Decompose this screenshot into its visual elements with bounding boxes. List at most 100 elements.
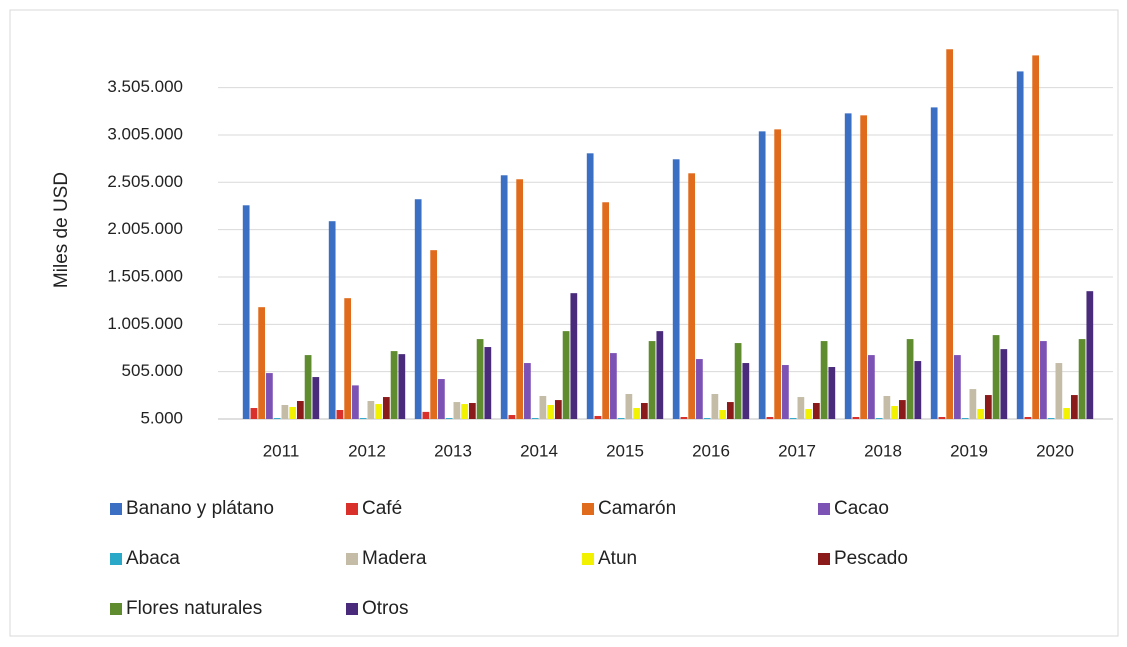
- x-tick-label: 2020: [1036, 441, 1074, 460]
- bar: [797, 397, 805, 419]
- bar: [328, 221, 336, 419]
- bar: [617, 418, 625, 419]
- legend-swatch: [346, 603, 358, 615]
- bar: [359, 418, 367, 419]
- legend-label: Pescado: [834, 548, 908, 569]
- bar: [1024, 417, 1032, 419]
- bar: [438, 379, 445, 419]
- bar: [375, 404, 382, 419]
- bar: [648, 341, 656, 419]
- bar: [969, 389, 977, 419]
- bar: [1063, 408, 1070, 419]
- legend-label: Flores naturales: [126, 598, 262, 619]
- legend-swatch: [110, 553, 122, 565]
- bar: [610, 353, 617, 419]
- bar: [820, 341, 828, 419]
- bar: [304, 355, 312, 419]
- x-tick-label: 2017: [778, 441, 816, 460]
- x-tick-label: 2012: [348, 441, 386, 460]
- bar: [805, 409, 812, 419]
- bar: [672, 159, 680, 420]
- bar: [625, 394, 633, 419]
- bar: [1070, 395, 1078, 419]
- bar: [875, 418, 883, 419]
- bar: [977, 409, 984, 419]
- bar: [422, 411, 430, 419]
- bar: [1086, 291, 1094, 419]
- bar: [430, 250, 438, 419]
- bar: [852, 417, 860, 419]
- bar: [680, 417, 688, 419]
- y-axis-label: Miles de USD: [51, 172, 72, 288]
- bar: [508, 415, 516, 419]
- y-tick-label: 5.000: [140, 408, 183, 427]
- bar: [554, 400, 562, 419]
- legend-label: Café: [362, 498, 402, 519]
- bar: [602, 202, 610, 419]
- bar: [1055, 363, 1063, 419]
- bar: [782, 365, 789, 419]
- bar: [954, 355, 961, 419]
- bar: [500, 175, 508, 419]
- bar: [352, 385, 359, 419]
- bar: [524, 363, 531, 419]
- bar: [914, 361, 922, 419]
- bar: [906, 339, 914, 419]
- legend-swatch: [582, 553, 594, 565]
- bar: [1016, 71, 1024, 419]
- bar: [390, 351, 398, 419]
- y-tick-label: 3.505.000: [107, 77, 183, 96]
- bar: [594, 415, 602, 419]
- bar: [258, 307, 266, 419]
- bar: [1000, 349, 1008, 419]
- bar: [656, 331, 664, 419]
- bar: [883, 395, 891, 419]
- bar: [711, 394, 719, 419]
- y-tick-label: 505.000: [122, 361, 183, 380]
- bar: [696, 359, 703, 419]
- bar: [266, 373, 273, 419]
- bar: [719, 410, 726, 419]
- legend-swatch: [110, 603, 122, 615]
- y-tick-label: 2.505.000: [107, 172, 183, 191]
- bar: [640, 402, 648, 419]
- bar: [984, 395, 992, 419]
- bar: [476, 339, 484, 419]
- bar: [516, 179, 524, 419]
- legend-label: Banano y plátano: [126, 498, 274, 519]
- bar: [461, 404, 468, 419]
- bar: [547, 404, 554, 419]
- legend-swatch: [818, 553, 830, 565]
- bar: [938, 417, 946, 419]
- y-tick-label: 3.005.000: [107, 124, 183, 143]
- bar: [828, 367, 836, 419]
- bar: [468, 402, 476, 419]
- bar: [586, 153, 594, 419]
- bar: [453, 402, 461, 419]
- bar: [562, 331, 570, 419]
- bar: [484, 347, 492, 419]
- bar: [633, 408, 640, 419]
- bar: [758, 131, 766, 420]
- bar: [1078, 339, 1086, 419]
- bar: [414, 199, 422, 419]
- bar: [312, 377, 320, 419]
- bar: [812, 402, 820, 419]
- bar: [742, 363, 750, 419]
- legend-label: Camarón: [598, 498, 676, 519]
- x-tick-label: 2019: [950, 441, 988, 460]
- bar: [930, 107, 938, 419]
- bar: [1047, 418, 1055, 419]
- x-tick-label: 2014: [520, 441, 558, 460]
- bar: [382, 397, 390, 419]
- bar: [336, 410, 344, 419]
- bar: [868, 355, 875, 419]
- bar: [860, 115, 868, 419]
- bar: [344, 298, 352, 419]
- bar: [891, 406, 898, 419]
- legend-swatch: [110, 503, 122, 515]
- bar: [961, 418, 969, 419]
- legend-label: Cacao: [834, 498, 889, 519]
- bar: [273, 418, 281, 419]
- bar: [844, 113, 852, 420]
